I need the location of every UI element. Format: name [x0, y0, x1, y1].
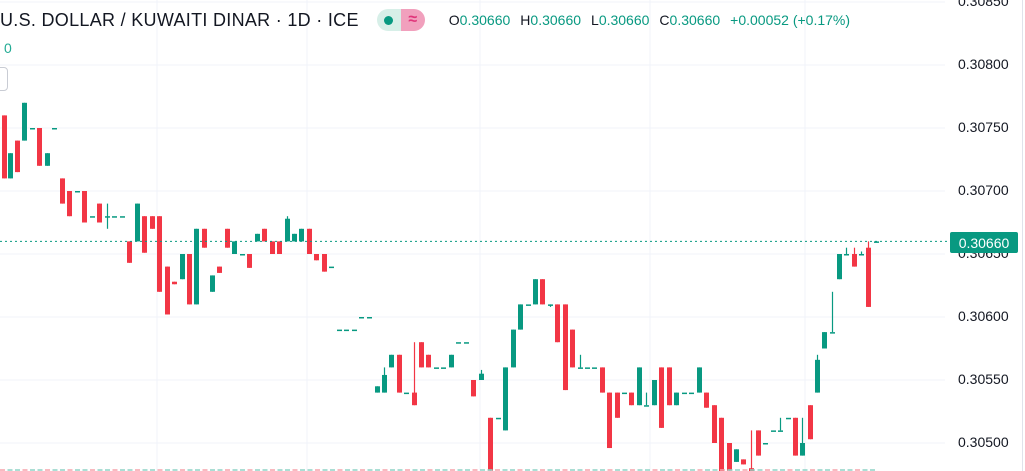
- low-value: 0.30660: [598, 12, 650, 28]
- open-label: O: [448, 12, 460, 28]
- price-axis-label: 0.30700: [958, 182, 1009, 198]
- open-value: 0.30660: [459, 12, 511, 28]
- status-badges: ≈: [376, 9, 425, 31]
- price-change: +0.00052 (+0.17%): [730, 12, 851, 28]
- low-label: L: [591, 12, 599, 28]
- chart-legend: U.S. DOLLAR / KUWAITI DINAR · 1D · ICE ≈…: [0, 6, 850, 34]
- market-open-dot-icon[interactable]: [376, 9, 401, 31]
- high-value: 0.30660: [530, 12, 582, 28]
- collapse-legend-button[interactable]: [0, 67, 8, 91]
- symbol-title[interactable]: U.S. DOLLAR / KUWAITI DINAR · 1D · ICE: [0, 9, 359, 30]
- price-axis-label: 0.30500: [958, 434, 1009, 450]
- close-value: 0.30660: [669, 12, 721, 28]
- axis-divider: [1022, 0, 1023, 471]
- price-axis-label: 0.30800: [958, 56, 1009, 72]
- price-axis-label: 0.30600: [958, 308, 1009, 324]
- volume-value: 0: [4, 40, 12, 56]
- current-price-tag: 0.30660: [950, 232, 1018, 253]
- close-label: C: [659, 12, 670, 28]
- data-delay-icon[interactable]: ≈: [400, 9, 425, 31]
- price-axis-label: 0.30850: [958, 0, 1009, 9]
- price-axis-label: 0.30550: [958, 371, 1009, 387]
- ohlc-values: O0.30660 H0.30660 L0.30660 C0.30660 +0.0…: [449, 12, 850, 28]
- price-axis-label: 0.30750: [958, 119, 1009, 135]
- high-label: H: [520, 12, 531, 28]
